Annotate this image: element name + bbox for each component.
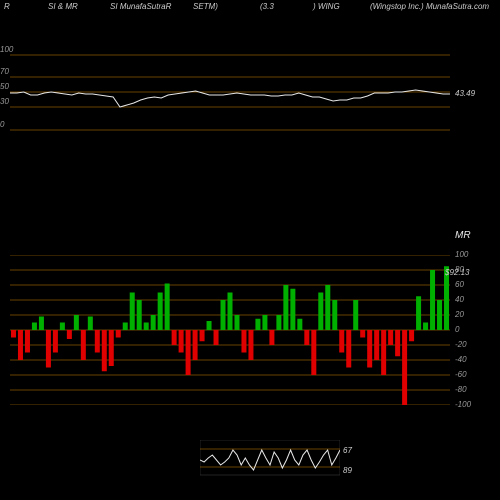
y-axis-label: 60 <box>455 280 464 289</box>
y-axis-label: 20 <box>455 310 464 319</box>
footer-value-label: 67 <box>343 446 352 455</box>
y-axis-label: -100 <box>455 400 471 409</box>
y-axis-label: 100 <box>455 250 468 259</box>
footer-line-chart <box>200 440 340 480</box>
mr-bar-panel <box>10 255 450 405</box>
y-axis-label: 0 <box>0 120 4 129</box>
header-text: SETM) <box>193 2 218 11</box>
header-text: R <box>4 2 10 11</box>
y-axis-label: -40 <box>455 355 467 364</box>
chart-header: R SI & MR SI MunafaSutraR SETM) (3.3 ) WING (W… <box>0 2 500 14</box>
y-axis-label: -20 <box>455 340 467 349</box>
header-text: ) WING <box>313 2 340 11</box>
y-axis-label: 100 <box>0 45 13 54</box>
mr-value-label: $92.13 <box>445 268 469 277</box>
footer-value-label: 89 <box>343 466 352 475</box>
y-axis-label: 50 <box>0 82 9 91</box>
y-axis-label: 0 <box>455 325 459 334</box>
header-text: SI & MR <box>48 2 78 11</box>
y-axis-label: 40 <box>455 295 464 304</box>
y-axis-label: 70 <box>0 67 9 76</box>
header-text: (3.3 <box>260 2 274 11</box>
mr-bar-chart <box>10 255 450 405</box>
chart-container: R SI & MR SI MunafaSutraR SETM) (3.3 ) WING (W… <box>0 0 500 500</box>
rsi-line-chart <box>10 45 450 135</box>
rsi-panel <box>10 45 450 135</box>
footer-panel <box>200 440 340 475</box>
y-axis-label: 30 <box>0 97 9 106</box>
y-axis-label: -80 <box>455 385 467 394</box>
header-text: (Wingstop Inc.) MunafaSutra.com <box>370 2 489 11</box>
header-text: SI MunafaSutraR <box>110 2 171 11</box>
rsi-value-label: 43.49 <box>455 89 475 98</box>
mr-label: MR <box>455 230 471 241</box>
y-axis-label: -60 <box>455 370 467 379</box>
